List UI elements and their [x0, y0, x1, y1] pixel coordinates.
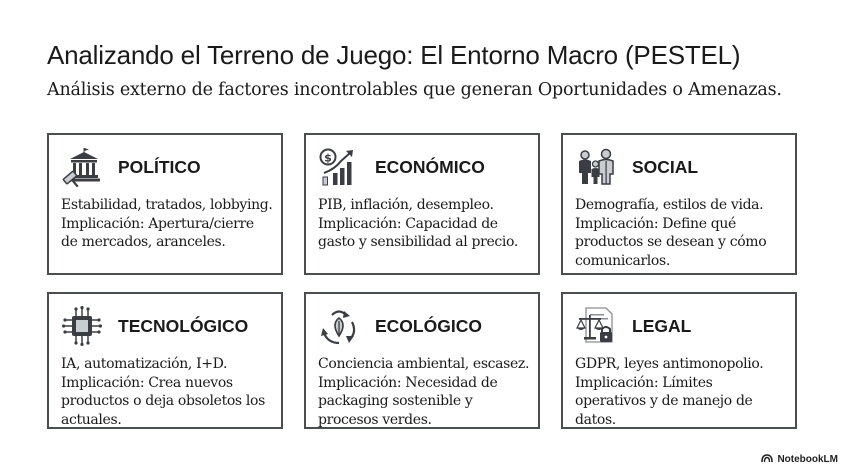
card-economico: $ ECONÓMICO PIB, inflación, desempleo. I…: [304, 133, 540, 275]
notebooklm-logo-icon: [761, 453, 774, 466]
svg-text:$: $: [324, 152, 332, 165]
card-title: ECOLÓGICO: [375, 316, 482, 336]
card-title: POLÍTICO: [118, 157, 201, 177]
card-title: SOCIAL: [632, 157, 699, 177]
card-title: TECNOLÓGICO: [118, 316, 249, 336]
brand-label: NotebookLM: [777, 454, 838, 465]
card-description: PIB, inflación, desempleo. Implicación: …: [318, 197, 518, 250]
card-description: IA, automatización, I+D. Implicación: Cr…: [61, 356, 265, 428]
page-title: Analizando el Terreno de Juego: El Entor…: [47, 40, 741, 70]
footer-brand: NotebookLM: [761, 453, 838, 466]
card-description: Estabilidad, tratados, lobbying. Implica…: [61, 197, 273, 250]
money-growth-chart-icon: $: [319, 147, 359, 187]
card-title: LEGAL: [632, 316, 692, 336]
card-ecologico: ECOLÓGICO Conciencia ambiental, escasez.…: [304, 292, 540, 429]
card-title: ECONÓMICO: [375, 157, 485, 177]
card-legal: LEGAL GDPR, leyes antimonopolio. Implica…: [561, 292, 797, 429]
card-description: Conciencia ambiental, escasez. Implicaci…: [318, 356, 530, 428]
government-gavel-icon: [62, 147, 102, 187]
recycle-leaf-icon: [319, 306, 359, 346]
microchip-icon: [62, 306, 102, 346]
family-people-icon: [576, 147, 616, 187]
card-social: SOCIAL Demografía, estilos de vida. Impl…: [561, 133, 797, 275]
scales-lock-document-icon: [576, 306, 616, 346]
card-description: GDPR, leyes antimonopolio. Implicación: …: [575, 356, 764, 428]
card-politico: POLÍTICO Estabilidad, tratados, lobbying…: [47, 133, 283, 275]
card-description: Demografía, estilos de vida. Implicación…: [575, 197, 767, 269]
page-subtitle: Análisis externo de factores incontrolab…: [47, 80, 782, 100]
card-tecnologico: TECNOLÓGICO IA, automatización, I+D. Imp…: [47, 292, 283, 429]
